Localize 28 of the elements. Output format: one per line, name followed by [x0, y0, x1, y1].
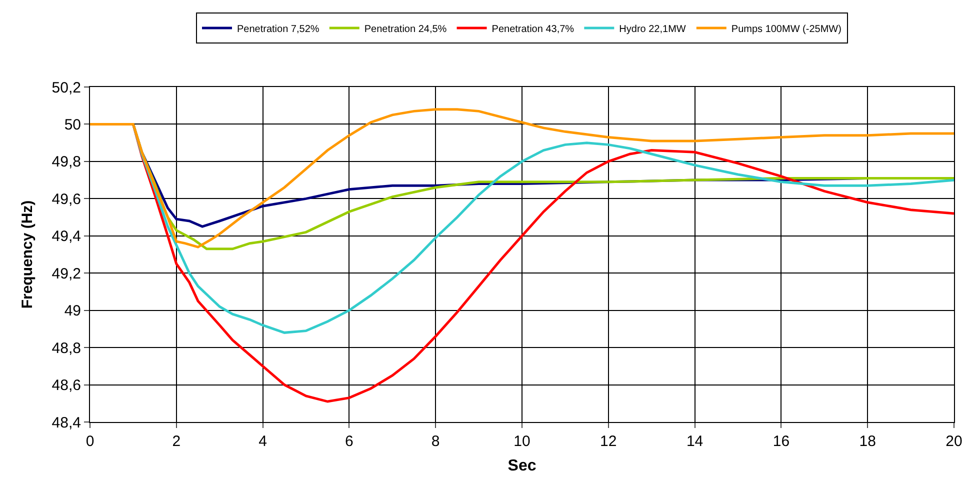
x-axis-title: Sec: [508, 458, 536, 475]
x-tick-label: 16: [772, 433, 790, 450]
y-tick-label: 49,2: [52, 265, 81, 282]
legend-label: Penetration 43,7%: [492, 24, 574, 35]
x-tick-label: 10: [514, 433, 530, 450]
legend-label: Penetration 24,5%: [364, 24, 447, 35]
x-tick-label: 8: [431, 433, 440, 450]
y-tick-label: 48,6: [52, 377, 81, 394]
legend-label: Pumps 100MW (-25MW): [731, 24, 842, 35]
legend-label: Hydro 22,1MW: [619, 24, 686, 35]
x-tick-label: 0: [86, 433, 94, 450]
y-tick-label: 49,4: [52, 228, 81, 246]
y-tick-label: 49: [64, 302, 81, 320]
x-tick-label: 20: [946, 433, 962, 450]
x-tick-label: 4: [258, 433, 267, 450]
y-tick-label: 48,8: [52, 340, 81, 357]
y-tick-label: 48,4: [52, 414, 81, 432]
y-axis-title: Frequency (Hz): [19, 200, 36, 309]
x-tick-label: 14: [686, 433, 704, 450]
y-tick-label: 49,6: [52, 190, 81, 208]
y-tick-label: 50,2: [52, 79, 81, 96]
x-tick-label: 18: [859, 433, 876, 450]
y-tick-label: 50: [64, 116, 81, 134]
x-tick-label: 2: [172, 433, 181, 450]
y-tick-label: 49,8: [52, 154, 81, 171]
x-tick-label: 6: [345, 433, 354, 450]
legend-label: Penetration 7,52%: [237, 24, 320, 35]
x-tick-label: 12: [600, 433, 617, 450]
